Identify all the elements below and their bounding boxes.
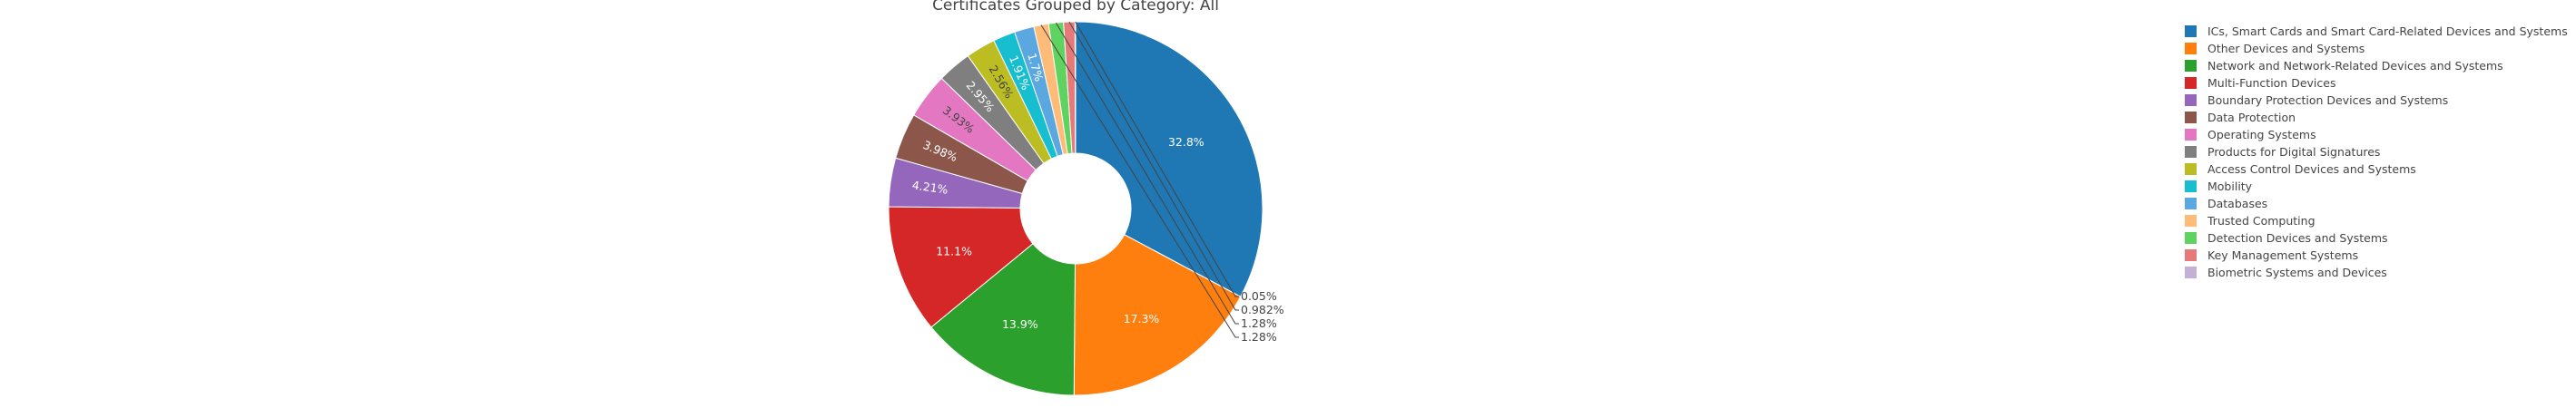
legend-label: Data Protection bbox=[2207, 111, 2296, 124]
legend-swatch bbox=[2185, 215, 2197, 227]
slice-label-trusted-computing: 1.28% bbox=[1241, 330, 1277, 344]
legend-label: Trusted Computing bbox=[2207, 214, 2315, 228]
legend-item-operating-systems[interactable]: Operating Systems bbox=[2185, 128, 2316, 141]
legend-swatch bbox=[2185, 249, 2197, 261]
legend-label: Other Devices and Systems bbox=[2207, 42, 2365, 55]
slice-label-boundary-protection-devices-and-systems: 4.21% bbox=[911, 178, 949, 196]
slice-other-devices-and-systems[interactable] bbox=[1073, 234, 1242, 396]
legend-label: Boundary Protection Devices and Systems bbox=[2207, 93, 2448, 107]
legend-label: Mobility bbox=[2207, 180, 2253, 193]
legend-swatch bbox=[2185, 112, 2197, 123]
legend-item-ics-smart-cards-and-smart-card-related-devices-and-systems[interactable]: ICs, Smart Cards and Smart Card-Related … bbox=[2185, 24, 2568, 38]
slice-ics-smart-cards-and-smart-card-related-devices-and-systems[interactable] bbox=[1075, 21, 1263, 297]
legend: ICs, Smart Cards and Smart Card-Related … bbox=[2185, 24, 2568, 279]
legend-item-boundary-protection-devices-and-systems[interactable]: Boundary Protection Devices and Systems bbox=[2185, 93, 2448, 107]
legend-label: Access Control Devices and Systems bbox=[2207, 162, 2416, 176]
slice-multi-function-devices[interactable] bbox=[888, 206, 1034, 328]
legend-item-products-for-digital-signatures[interactable]: Products for Digital Signatures bbox=[2185, 145, 2380, 159]
legend-label: Products for Digital Signatures bbox=[2207, 145, 2380, 159]
legend-swatch bbox=[2185, 232, 2197, 244]
legend-item-access-control-devices-and-systems[interactable]: Access Control Devices and Systems bbox=[2185, 162, 2416, 176]
slice-network-and-network-related-devices-and-systems[interactable] bbox=[930, 243, 1076, 396]
legend-label: Biometric Systems and Devices bbox=[2207, 266, 2387, 279]
legend-label: Detection Devices and Systems bbox=[2207, 231, 2388, 245]
legend-label: Network and Network-Related Devices and … bbox=[2207, 59, 2503, 73]
slice-label-detection-devices-and-systems: 1.28% bbox=[1241, 316, 1277, 330]
legend-swatch bbox=[2185, 43, 2197, 54]
legend-swatch bbox=[2185, 129, 2197, 141]
slice-label-multi-function-devices: 11.1% bbox=[936, 244, 972, 257]
legend-swatch bbox=[2185, 198, 2197, 209]
slice-label-ics-smart-cards-and-smart-card-related-devices-and-systems: 32.8% bbox=[1168, 135, 1204, 149]
label-connector bbox=[1068, 21, 1239, 311]
legend-item-data-protection[interactable]: Data Protection bbox=[2185, 111, 2296, 124]
legend-label: Databases bbox=[2207, 197, 2267, 210]
legend-item-network-and-network-related-devices-and-systems[interactable]: Network and Network-Related Devices and … bbox=[2185, 59, 2503, 73]
legend-item-biometric-systems-and-devices[interactable]: Biometric Systems and Devices bbox=[2185, 266, 2387, 279]
legend-item-databases[interactable]: Databases bbox=[2185, 197, 2267, 210]
legend-swatch bbox=[2185, 146, 2197, 158]
legend-label: Key Management Systems bbox=[2207, 248, 2358, 262]
legend-swatch bbox=[2185, 25, 2197, 37]
label-connector bbox=[1075, 21, 1239, 297]
pie-slices bbox=[888, 21, 1263, 396]
legend-item-mobility[interactable]: Mobility bbox=[2185, 180, 2253, 193]
label-connector bbox=[1040, 24, 1239, 338]
legend-swatch bbox=[2185, 94, 2197, 106]
legend-label: Multi-Function Devices bbox=[2207, 76, 2335, 90]
label-connector bbox=[1055, 22, 1239, 325]
legend-swatch bbox=[2185, 77, 2197, 89]
legend-label: ICs, Smart Cards and Smart Card-Related … bbox=[2207, 24, 2568, 38]
legend-item-trusted-computing[interactable]: Trusted Computing bbox=[2185, 214, 2315, 228]
legend-label: Operating Systems bbox=[2207, 128, 2316, 141]
slice-label-biometric-systems-and-devices: 0.05% bbox=[1241, 289, 1277, 303]
slice-label-key-management-systems: 0.982% bbox=[1241, 303, 1284, 316]
slice-label-other-devices-and-systems: 17.3% bbox=[1124, 312, 1160, 325]
slice-label-network-and-network-related-devices-and-systems: 13.9% bbox=[1002, 317, 1038, 331]
legend-item-key-management-systems[interactable]: Key Management Systems bbox=[2185, 248, 2358, 262]
slice-biometric-systems-and-devices[interactable] bbox=[1074, 21, 1077, 154]
legend-item-multi-function-devices[interactable]: Multi-Function Devices bbox=[2185, 76, 2335, 90]
legend-swatch bbox=[2185, 180, 2197, 192]
legend-swatch bbox=[2185, 60, 2197, 72]
legend-item-other-devices-and-systems[interactable]: Other Devices and Systems bbox=[2185, 42, 2365, 55]
legend-swatch bbox=[2185, 267, 2197, 278]
legend-item-detection-devices-and-systems[interactable]: Detection Devices and Systems bbox=[2185, 231, 2388, 245]
legend-swatch bbox=[2185, 163, 2197, 175]
chart-title: Certificates Grouped by Category: All bbox=[932, 0, 1219, 15]
